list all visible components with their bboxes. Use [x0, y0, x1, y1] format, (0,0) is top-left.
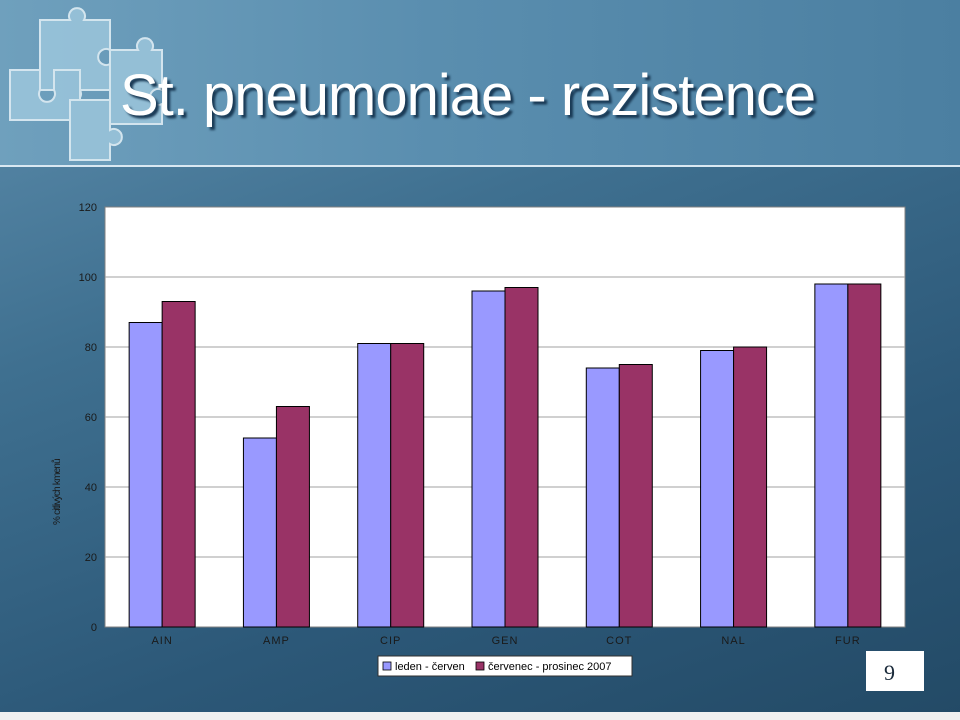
y-tick-label: 40 [85, 482, 97, 494]
x-tick-label: NAL [721, 635, 745, 647]
bar-cip-series-1 [357, 343, 392, 628]
bar-cot-series-2 [618, 364, 653, 628]
bar-fur-series-1 [814, 283, 849, 628]
y-axis-label: % citlivých kmenů [51, 459, 63, 525]
bar-nal-series-2 [733, 346, 768, 628]
bar-fur-series-2 [847, 283, 882, 628]
y-tick-label: 20 [85, 552, 97, 564]
bottom-strip [0, 712, 960, 720]
legend-label-series-2: červenec - prosinec 2007 [488, 661, 612, 673]
y-tick-label: 100 [79, 272, 97, 284]
bar-amp-series-2 [275, 406, 310, 628]
bar-chart: 0 20 40 60 80 100 120 AIN AMP CIP GEN COT NAL FUR % … [51, 202, 906, 677]
legend-swatch-series-2 [475, 661, 485, 671]
bar-cip-series-2 [390, 343, 425, 628]
x-tick-label: AIN [151, 635, 172, 647]
legend: leden - červen červenec - prosinec 2007 [377, 655, 633, 677]
legend-label-series-1: leden - červen [395, 661, 465, 673]
bar-ain-series-1 [128, 322, 163, 628]
bar-gen-series-1 [471, 290, 506, 628]
bar-ain-series-2 [161, 301, 196, 628]
y-tick-label: 0 [91, 622, 97, 634]
x-tick-label: AMP [263, 635, 290, 647]
x-tick-label: FUR [835, 635, 861, 647]
page-number-box [866, 651, 924, 691]
x-tick-label: GEN [492, 635, 519, 647]
y-tick-label: 120 [79, 202, 97, 214]
bar-gen-series-2 [504, 287, 539, 628]
slide-title: St. pneumoniae - rezistence [120, 63, 816, 128]
bar-nal-series-1 [700, 350, 735, 628]
legend-swatch-series-1 [382, 661, 392, 671]
x-tick-label: CIP [380, 635, 401, 647]
y-tick-label: 60 [85, 412, 97, 424]
page-number: 9 [884, 660, 895, 685]
y-tick-label: 80 [85, 342, 97, 354]
puzzle-pieces-icon [9, 7, 163, 161]
bar-cot-series-1 [585, 367, 620, 628]
bar-amp-series-1 [242, 437, 277, 628]
x-tick-label: COT [606, 635, 632, 647]
